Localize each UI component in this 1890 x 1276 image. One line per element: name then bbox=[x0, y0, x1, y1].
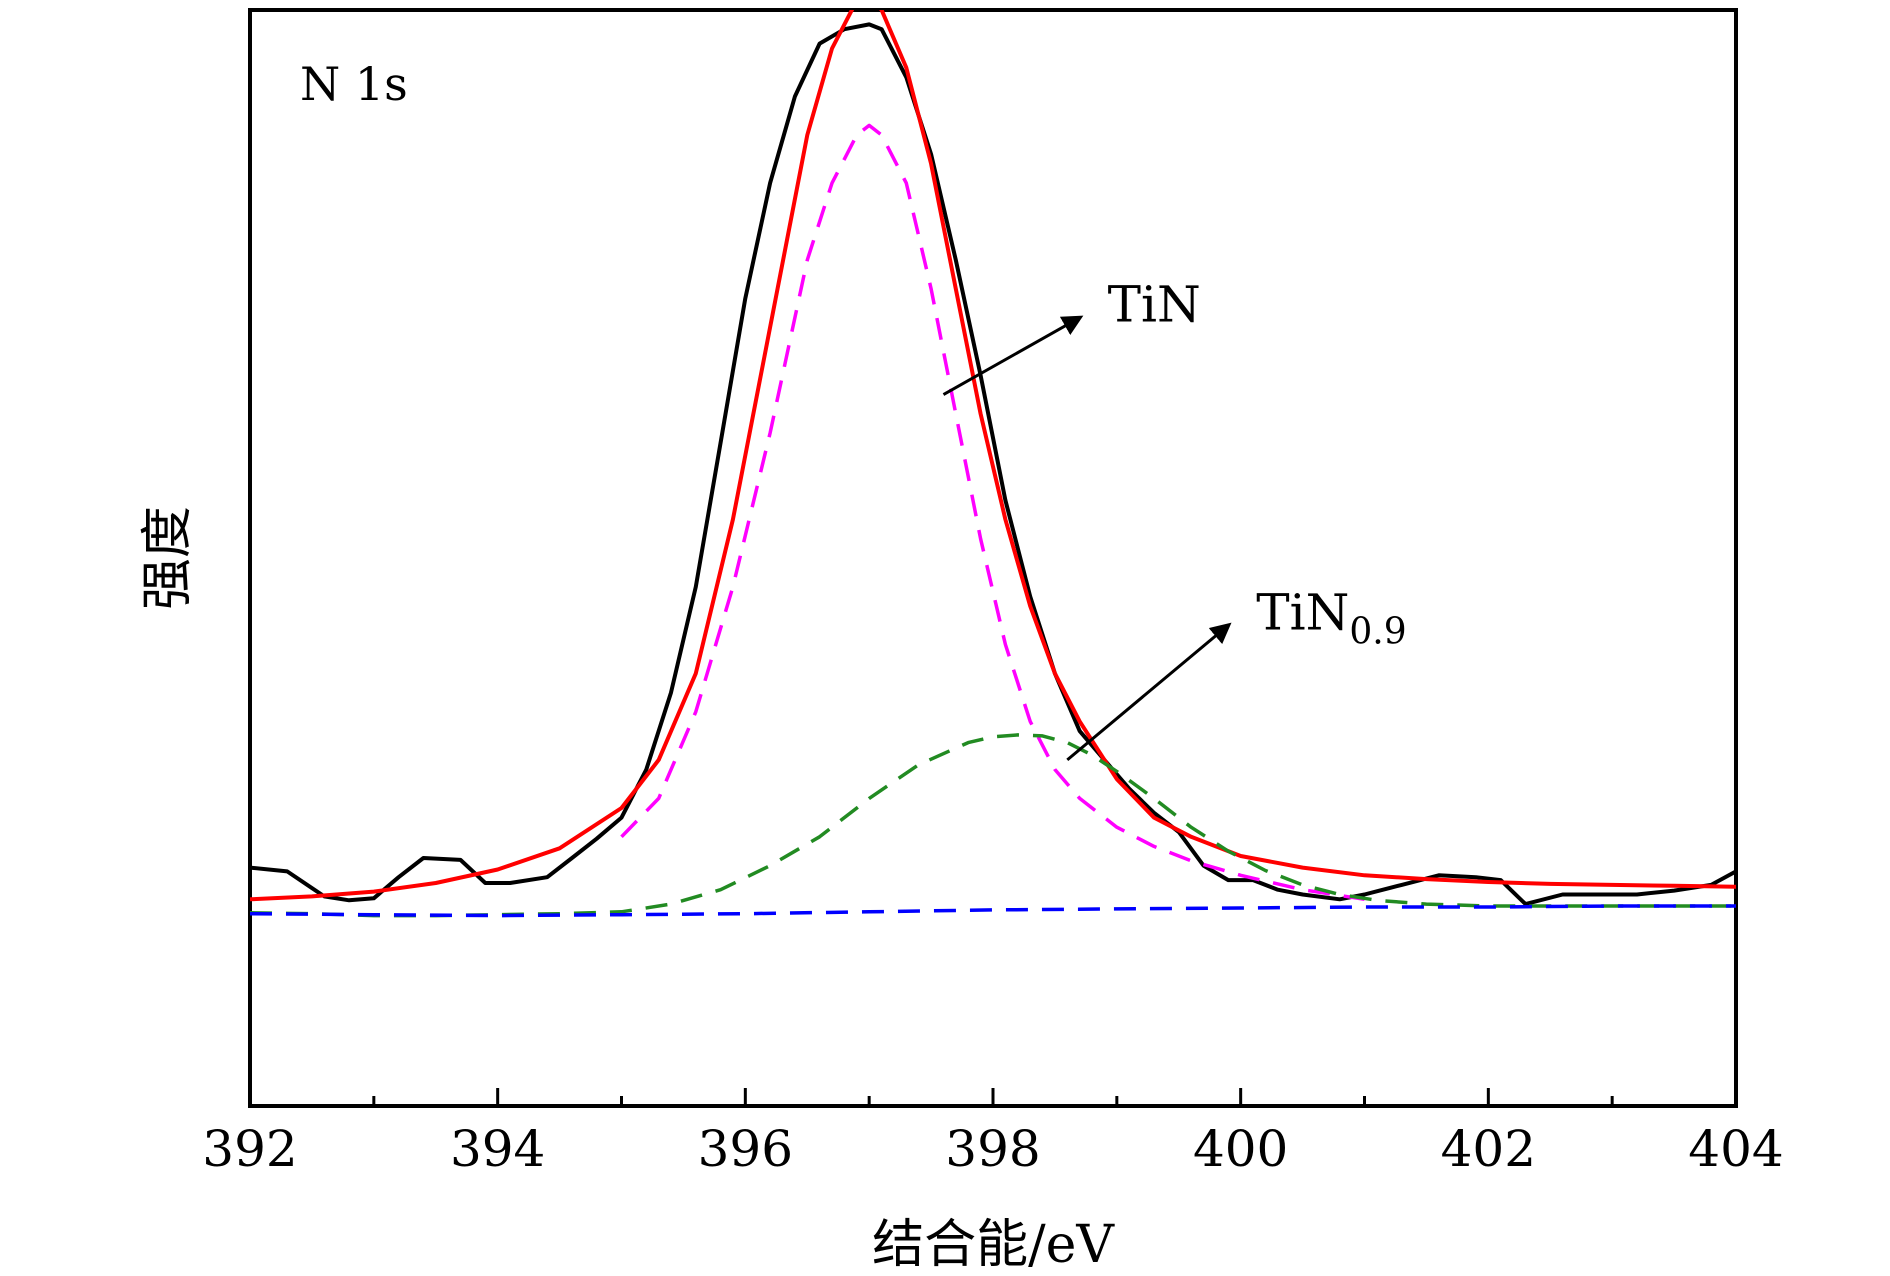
x-axis-title: 结合能/eV bbox=[872, 1215, 1115, 1275]
measured-spectrum-line bbox=[250, 22, 1736, 907]
x-tick-label: 394 bbox=[450, 1120, 545, 1178]
annotation-arrow bbox=[1066, 622, 1232, 762]
x-tick-label: 400 bbox=[1193, 1120, 1288, 1178]
x-axis-ticks: 392 394 396 398 400 402 404 bbox=[202, 1088, 1784, 1178]
annotation-layer: TiN TiN0.9 bbox=[942, 276, 1407, 762]
x-tick-label: 392 bbox=[202, 1120, 297, 1178]
background-line bbox=[250, 904, 1736, 918]
y-axis-title: 强度 bbox=[138, 506, 198, 610]
x-tick-label: 404 bbox=[1688, 1120, 1783, 1178]
annotation-label: TiN0.9 bbox=[1256, 583, 1406, 652]
tin-component-line bbox=[620, 123, 1365, 902]
x-tick-label: 398 bbox=[945, 1120, 1040, 1178]
tin09-component-line bbox=[250, 733, 1736, 918]
x-tick-label: 396 bbox=[698, 1120, 793, 1178]
series-layer bbox=[250, 10, 1736, 918]
annotation-arrow bbox=[942, 315, 1084, 396]
fitted-envelope-line bbox=[250, 10, 1736, 902]
panel-label: N 1s bbox=[300, 57, 408, 111]
annotation-label: TiN bbox=[1108, 276, 1201, 334]
x-tick-label: 402 bbox=[1441, 1120, 1536, 1178]
plot-frame bbox=[248, 8, 1738, 1108]
